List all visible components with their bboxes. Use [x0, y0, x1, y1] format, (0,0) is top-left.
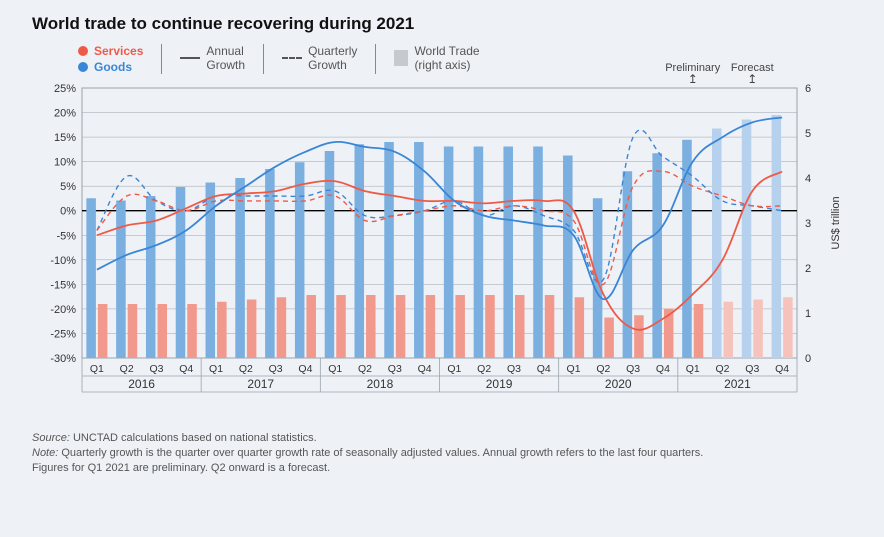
- svg-text:15%: 15%: [54, 132, 76, 144]
- svg-text:3: 3: [805, 218, 811, 230]
- svg-text:Q1: Q1: [686, 363, 700, 375]
- svg-text:Q3: Q3: [388, 363, 402, 375]
- svg-text:25%: 25%: [54, 83, 76, 95]
- annotation-preliminary: Preliminary↥: [663, 62, 723, 86]
- svg-text:2017: 2017: [247, 377, 274, 391]
- svg-text:Q4: Q4: [537, 363, 551, 375]
- svg-text:4: 4: [805, 173, 811, 185]
- svg-text:-10%: -10%: [50, 255, 76, 267]
- legend-services: Services: [94, 44, 143, 58]
- svg-text:Q2: Q2: [477, 363, 491, 375]
- svg-text:Q4: Q4: [298, 363, 312, 375]
- legend-quarterly: Quarterly Growth: [308, 44, 357, 72]
- svg-text:5%: 5%: [60, 181, 76, 193]
- svg-text:Q3: Q3: [745, 363, 759, 375]
- svg-text:Q3: Q3: [626, 363, 640, 375]
- svg-text:2020: 2020: [605, 377, 632, 391]
- svg-text:Q2: Q2: [358, 363, 372, 375]
- svg-text:2019: 2019: [486, 377, 513, 391]
- goods-dot: [78, 62, 88, 72]
- chart-title: World trade to continue recovering durin…: [26, 14, 858, 44]
- svg-text:Q1: Q1: [447, 363, 461, 375]
- svg-text:-5%: -5%: [56, 230, 76, 242]
- svg-text:Q1: Q1: [328, 363, 342, 375]
- svg-text:10%: 10%: [54, 157, 76, 169]
- svg-text:Q4: Q4: [656, 363, 670, 375]
- svg-text:6: 6: [805, 83, 811, 95]
- legend-goods: Goods: [94, 60, 132, 74]
- svg-text:-25%: -25%: [50, 328, 76, 340]
- legend-annual: Annual Growth: [206, 44, 245, 72]
- svg-text:2018: 2018: [367, 377, 394, 391]
- combo-chart: -30% -25% -20% -15% -10% -5% 0% 5% 10% 15% 20% 25% 0…: [26, 78, 858, 423]
- svg-text:5: 5: [805, 128, 811, 140]
- svg-text:Q3: Q3: [149, 363, 163, 375]
- svg-text:-20%: -20%: [50, 304, 76, 316]
- services-dot: [78, 46, 88, 56]
- svg-text:Q2: Q2: [239, 363, 253, 375]
- svg-text:Q4: Q4: [775, 363, 789, 375]
- legend-world-trade: World Trade (right axis): [414, 44, 479, 72]
- svg-text:20%: 20%: [54, 108, 76, 120]
- svg-text:Q3: Q3: [507, 363, 521, 375]
- svg-text:-30%: -30%: [50, 353, 76, 365]
- svg-text:Q2: Q2: [716, 363, 730, 375]
- svg-text:2016: 2016: [128, 377, 155, 391]
- svg-text:Q1: Q1: [90, 363, 104, 375]
- svg-text:Q2: Q2: [120, 363, 134, 375]
- svg-text:0: 0: [805, 353, 811, 365]
- svg-text:Q4: Q4: [418, 363, 432, 375]
- svg-text:0%: 0%: [60, 206, 76, 218]
- svg-text:Q2: Q2: [596, 363, 610, 375]
- svg-text:Q1: Q1: [209, 363, 223, 375]
- svg-text:Q1: Q1: [567, 363, 581, 375]
- svg-text:Q4: Q4: [179, 363, 193, 375]
- svg-text:2021: 2021: [724, 377, 751, 391]
- svg-text:Q3: Q3: [269, 363, 283, 375]
- annotation-forecast: Forecast↥: [724, 62, 780, 86]
- svg-text:-15%: -15%: [50, 279, 76, 291]
- svg-text:US$ trillion: US$ trillion: [830, 196, 842, 249]
- svg-text:2: 2: [805, 263, 811, 275]
- chart-notes: Source: UNCTAD calculations based on nat…: [26, 423, 858, 476]
- svg-text:1: 1: [805, 308, 811, 320]
